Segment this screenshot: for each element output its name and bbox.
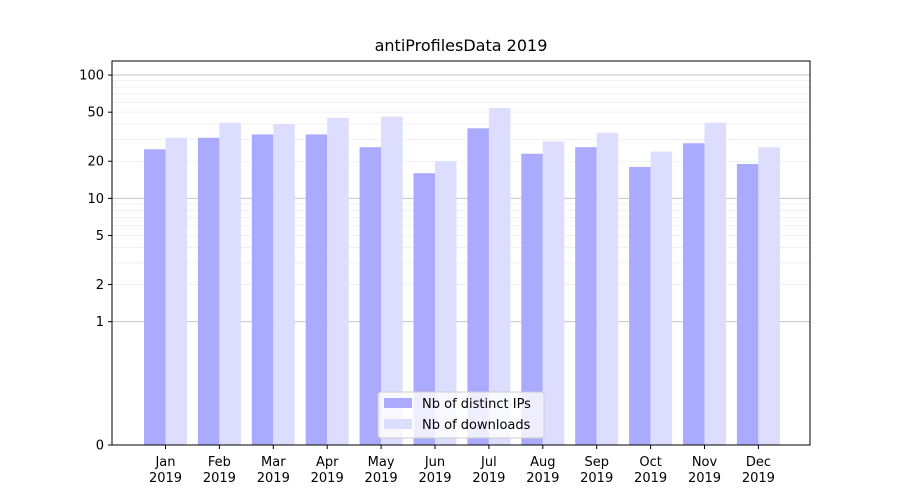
bar-distinct-ips-jan xyxy=(144,149,166,445)
x-tick-label-year: 2019 xyxy=(311,471,344,486)
bars-layer xyxy=(144,108,780,446)
y-tick-label: 100 xyxy=(79,69,104,84)
bar-distinct-ips-jun xyxy=(413,173,435,446)
bar-downloads-aug xyxy=(542,141,565,445)
bar-downloads-jan xyxy=(165,137,187,445)
bar-distinct-ips-dec xyxy=(736,163,759,445)
x-tick-label-month: Mar xyxy=(261,455,286,470)
bar-distinct-ips-mar xyxy=(251,134,274,446)
bar-downloads-mar xyxy=(273,124,295,445)
legend: Nb of distinct IPs Nb of downloads xyxy=(377,391,545,439)
bar-downloads-jul xyxy=(488,108,511,446)
x-tick-label-year: 2019 xyxy=(365,471,398,486)
bar-distinct-ips-sep xyxy=(575,147,597,445)
x-tick-label-month: Dec xyxy=(746,455,771,470)
bar-downloads-feb xyxy=(219,122,241,445)
y-tick-label: 50 xyxy=(87,106,104,121)
chart-title: antiProfilesData 2019 xyxy=(375,36,548,55)
y-tick-label: 10 xyxy=(87,192,104,207)
legend-label-downloads: Nb of downloads xyxy=(422,418,531,433)
bar-distinct-ips-apr xyxy=(305,134,328,446)
x-tick-label-month: Sep xyxy=(584,455,609,470)
bar-distinct-ips-aug xyxy=(521,153,543,445)
x-axis: Jan2019Feb2019Mar2019Apr2019May2019Jun20… xyxy=(149,445,775,486)
x-tick-label-year: 2019 xyxy=(418,471,451,486)
legend-swatch-distinct-ips xyxy=(384,398,412,408)
x-tick-label-month: Apr xyxy=(316,455,339,470)
x-tick-label-month: Jun xyxy=(424,455,445,470)
bar-downloads-may xyxy=(381,116,403,445)
x-tick-label-year: 2019 xyxy=(580,471,613,486)
y-tick-label: 1 xyxy=(96,315,104,330)
x-tick-label-year: 2019 xyxy=(688,471,721,486)
bar-distinct-ips-jul xyxy=(467,128,489,446)
y-axis: 0 1 2 5 10 20 50 100 xyxy=(79,69,112,454)
bar-downloads-nov xyxy=(704,122,726,445)
x-tick-label-year: 2019 xyxy=(257,471,290,486)
bar-distinct-ips-feb xyxy=(197,137,220,445)
bar-downloads-apr xyxy=(327,117,349,446)
x-tick-label-year: 2019 xyxy=(526,471,559,486)
x-tick-label-month: Jan xyxy=(154,455,175,470)
x-tick-label-month: May xyxy=(368,455,395,470)
bar-downloads-sep xyxy=(596,132,619,445)
x-tick-label-month: Feb xyxy=(208,455,231,470)
x-tick-label-month: Oct xyxy=(639,455,661,470)
bar-downloads-dec xyxy=(758,147,780,445)
x-tick-label-year: 2019 xyxy=(634,471,667,486)
x-tick-label-year: 2019 xyxy=(149,471,182,486)
x-tick-label-year: 2019 xyxy=(203,471,236,486)
y-tick-label: 2 xyxy=(96,278,104,293)
bar-distinct-ips-oct xyxy=(629,166,651,445)
bar-distinct-ips-nov xyxy=(683,143,705,445)
plot-frame xyxy=(111,60,811,446)
bar-distinct-ips-may xyxy=(359,147,382,445)
y-tick-label: 0 xyxy=(96,439,104,454)
y-tick-label: 20 xyxy=(87,155,104,170)
x-tick-label-year: 2019 xyxy=(742,471,775,486)
x-tick-label-year: 2019 xyxy=(472,471,505,486)
bar-downloads-oct xyxy=(650,151,673,445)
legend-swatch-downloads xyxy=(384,419,412,429)
x-tick-label-month: Aug xyxy=(530,455,555,470)
x-tick-label-month: Jul xyxy=(480,455,497,470)
x-tick-label-month: Nov xyxy=(692,455,718,470)
legend-label-distinct-ips: Nb of distinct IPs xyxy=(422,397,531,412)
y-tick-label: 5 xyxy=(96,229,104,244)
legend-box xyxy=(377,391,545,439)
bar-downloads-jun xyxy=(435,161,457,445)
